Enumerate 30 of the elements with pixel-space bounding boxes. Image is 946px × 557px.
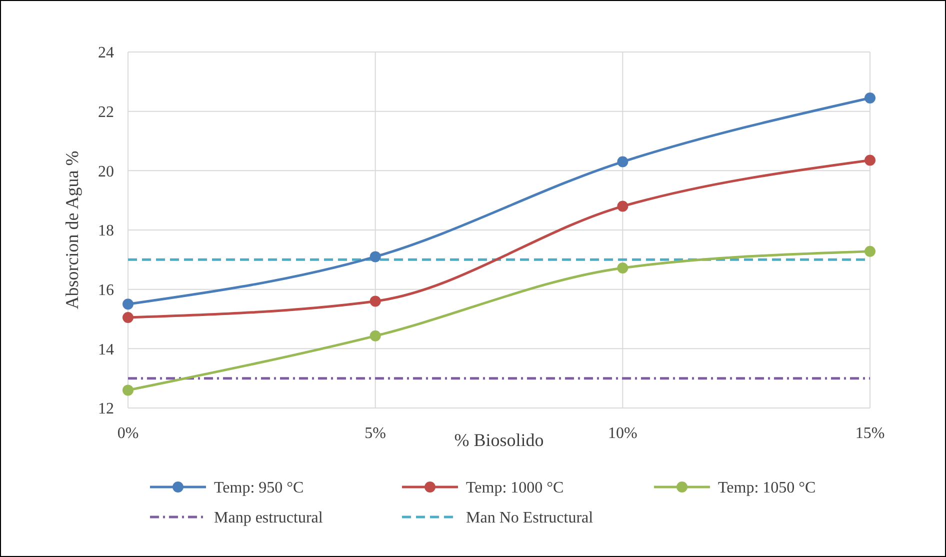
- legend-label: Man No Estructural: [466, 510, 594, 527]
- y-tick-label: 24: [98, 44, 114, 62]
- x-tick-label: 10%: [608, 425, 638, 442]
- point: [864, 92, 876, 104]
- point: [370, 251, 381, 262]
- x-tick-label: 5%: [364, 425, 386, 442]
- y-tick-label: 22: [98, 104, 114, 121]
- x-tick-label: 15%: [855, 425, 885, 442]
- y-tick-label: 18: [98, 222, 114, 240]
- point: [617, 262, 628, 274]
- y-tick-label: 14: [98, 341, 114, 358]
- point: [122, 384, 134, 396]
- point: [122, 298, 134, 310]
- point: [617, 200, 628, 212]
- x-tick-label: 0%: [117, 425, 139, 442]
- point: [864, 246, 876, 257]
- y-tick-label: 12: [98, 400, 114, 418]
- legend-label: Temp: 950 °C: [214, 480, 304, 497]
- legend-label: Temp: 1000 °C: [466, 480, 564, 497]
- x-axis-title: % Biosolido: [454, 430, 544, 450]
- point: [617, 156, 628, 168]
- legend-label: Temp: 1050 °C: [718, 480, 816, 497]
- point: [370, 330, 381, 342]
- legend-label: Manp estructural: [214, 510, 324, 527]
- y-axis-title: Absorcion de Agua %: [62, 150, 82, 310]
- point: [864, 154, 876, 166]
- y-tick-label: 20: [98, 163, 114, 180]
- y-tick-label: 16: [98, 282, 114, 299]
- point: [370, 296, 381, 307]
- point: [122, 312, 134, 324]
